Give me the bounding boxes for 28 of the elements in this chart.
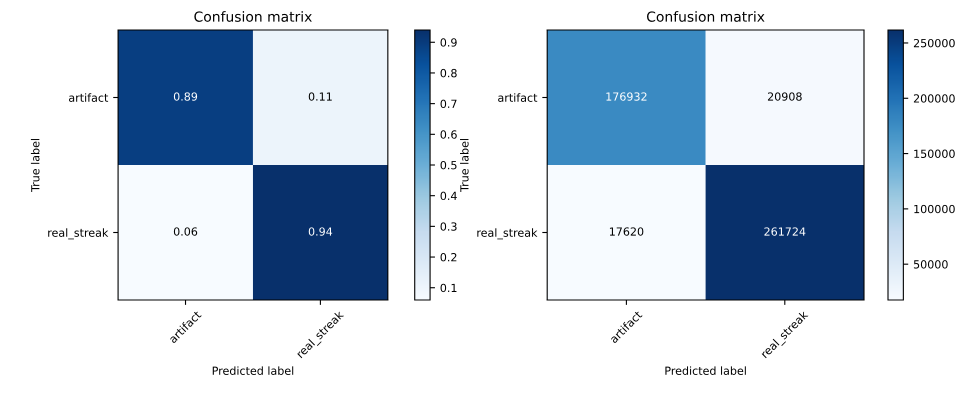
- color-bar-label: 0.3: [440, 222, 457, 231]
- chart-title: Confusion matrix: [646, 11, 765, 22]
- color-bar-label: 0.9: [440, 38, 457, 47]
- color-bar-label: 0.7: [440, 100, 457, 108]
- color-bar-label: 200000: [914, 94, 955, 103]
- data-label: 0.89: [174, 92, 198, 101]
- x-axis-title: Predicted label: [665, 366, 746, 375]
- data-label: 20908: [768, 92, 802, 101]
- color-bar-label: 0.4: [440, 192, 457, 200]
- y-axis-title: True label: [460, 139, 469, 192]
- data-label: 176932: [606, 92, 646, 101]
- color-bar-label: 50000: [914, 260, 948, 269]
- chart-title: Confusion matrix: [194, 11, 312, 22]
- color-bar-label: 250000: [914, 38, 955, 48]
- x-axis-title: Predicted label: [212, 366, 294, 375]
- color-bar-label: 0.2: [440, 253, 456, 262]
- color-bar-label: 150000: [914, 150, 955, 158]
- color-bar-label: 0.6: [440, 130, 457, 139]
- data-label: 0.94: [308, 227, 332, 236]
- data-label: 0.06: [174, 227, 198, 236]
- color-bar-label: 0.1: [440, 284, 456, 292]
- data-label: 261724: [764, 227, 806, 236]
- y-axis-title: True label: [30, 139, 40, 192]
- color-bar-label: 0.8: [440, 68, 457, 78]
- color-bar-label: 100000: [914, 204, 955, 214]
- data-label: 17620: [610, 227, 644, 236]
- data-label: 0.11: [308, 92, 332, 101]
- color-bar-label: 0.5: [440, 160, 456, 170]
